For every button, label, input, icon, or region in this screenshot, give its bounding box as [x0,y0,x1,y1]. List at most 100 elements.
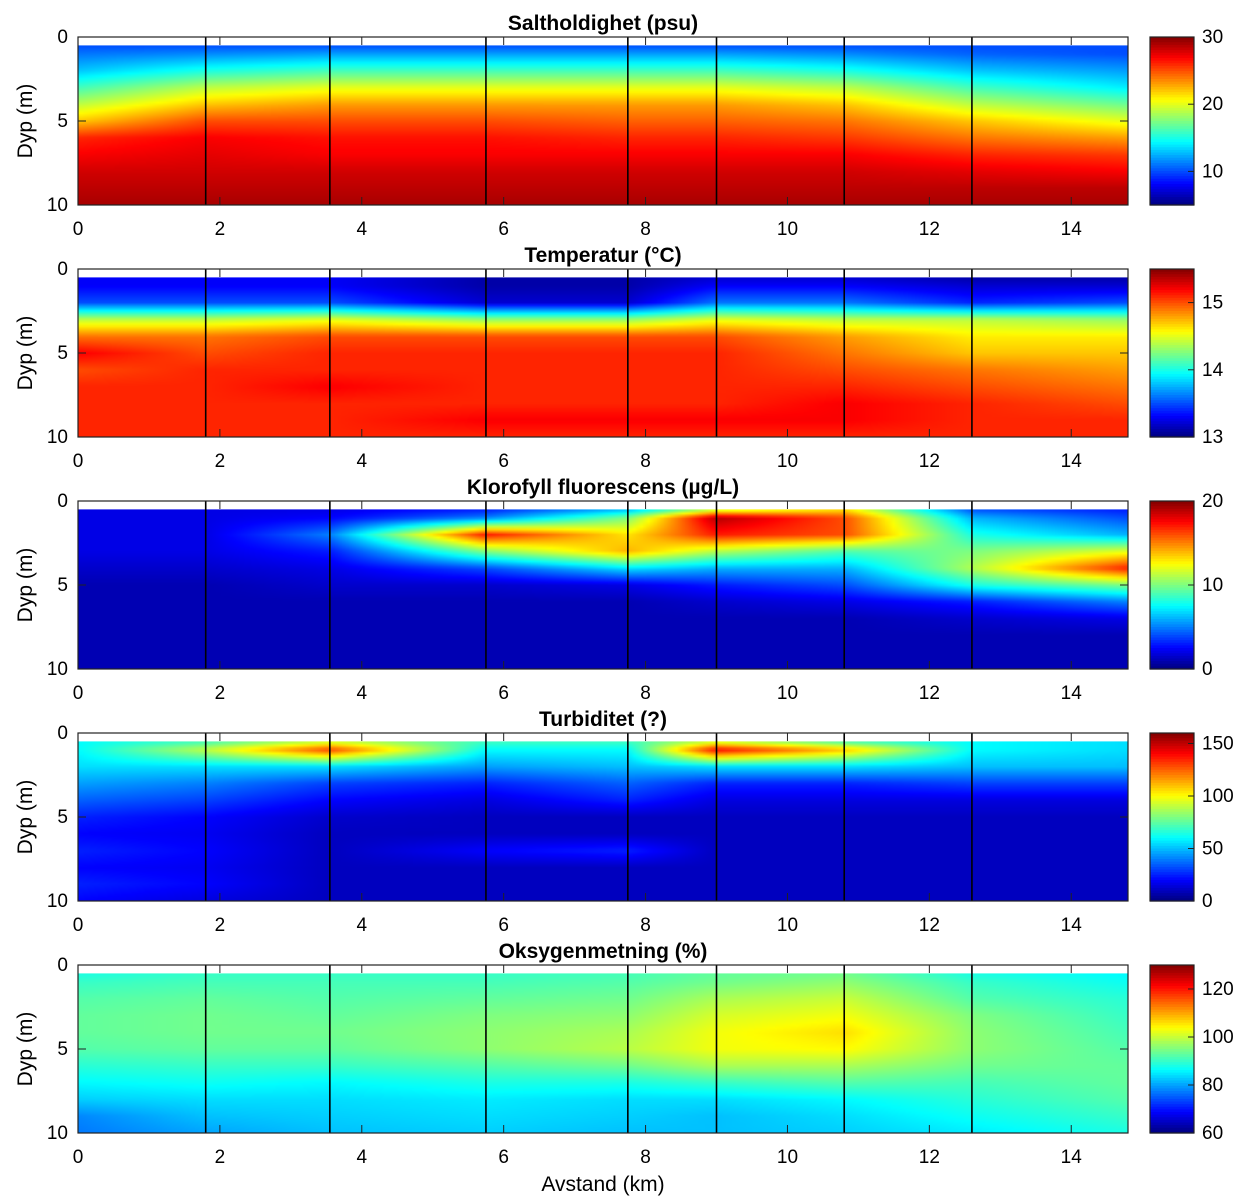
colorbar-segment [1150,1035,1194,1040]
colorbar-segment [1150,155,1194,159]
colorbar-tick-label: 120 [1202,979,1234,1000]
colorbar-segment [1150,1030,1194,1034]
colorbar-segment [1150,1062,1194,1066]
colorbar-segment [1150,838,1194,842]
colorbar-segment [1150,764,1194,768]
colorbar-tick-label: 13 [1202,427,1223,448]
colorbar-segment [1150,165,1194,169]
colorbar-segment [1150,577,1194,581]
colorbar-segment [1150,798,1194,802]
colorbar-segment [1150,746,1194,750]
x-tick-label: 4 [356,451,367,472]
colorbar-segment [1150,408,1194,412]
x-tick-label: 2 [215,915,226,936]
colorbar-segment [1150,313,1194,317]
colorbar-segment [1150,360,1194,365]
x-tick-label: 12 [919,451,940,472]
colorbar-segment [1150,384,1194,388]
colorbar-segment [1150,163,1194,167]
x-tick-label: 14 [1061,683,1083,704]
colorbar-segment [1150,529,1194,534]
colorbar-tick-label: 20 [1202,94,1223,115]
colorbar-segment [1150,63,1194,67]
colorbar-segment [1150,545,1194,549]
colorbar-segment [1150,1093,1194,1097]
colorbar-segment [1150,1088,1194,1092]
colorbar-segment [1150,410,1194,414]
colorbar-segment [1150,796,1194,800]
colorbar-segment [1150,269,1194,273]
y-tick-label: 5 [57,575,68,596]
colorbar-segment [1150,793,1194,797]
colorbar-segment [1150,191,1194,196]
colorbar-segment [1150,780,1194,784]
colorbar-segment [1150,890,1194,894]
colorbar-tick-label: 0 [1202,659,1213,680]
colorbar-segment [1150,653,1194,657]
colorbar-segment [1150,788,1194,792]
colorbar-segment [1150,329,1194,333]
heatmap-field [78,509,1128,669]
colorbar-segment [1150,621,1194,625]
colorbar-segment [1150,144,1194,148]
colorbar-segment [1150,326,1194,330]
colorbar-segment [1150,345,1194,349]
colorbar-segment [1150,94,1194,98]
colorbar-segment [1150,105,1194,109]
colorbar-segment [1150,645,1194,649]
colorbar-segment [1150,548,1194,552]
colorbar-segment [1150,318,1194,323]
colorbar-segment [1150,271,1194,275]
colorbar-segment [1150,199,1194,203]
colorbar-segment [1150,1112,1194,1116]
colorbar-segment [1150,535,1194,539]
x-tick-label: 0 [73,451,84,472]
colorbar-segment [1150,986,1194,990]
panel-5: 0 2 4 6 8 10 12 14 0 5 10 Oksygenmetning (%) Dyp (m)… [14,940,1234,1196]
colorbar-segment [1150,566,1194,570]
colorbar-segment [1150,522,1194,526]
y-tick-label: 5 [57,1039,68,1060]
colorbar-segment [1150,321,1194,325]
panel-3: 0 2 4 6 8 10 12 14 0 5 10 Klorofyll fluorescens (µg… [14,476,1223,704]
colorbar-segment [1150,877,1194,881]
colorbar-segment [1150,113,1194,117]
colorbar-segment [1150,60,1194,64]
colorbar-segment [1150,887,1194,892]
colorbar-segment [1150,895,1194,899]
y-axis-label: Dyp (m) [14,548,37,623]
colorbar-segment [1150,835,1194,839]
colorbar-segment [1150,58,1194,62]
colorbar: 0 50 100 150 [1149,732,1234,912]
colorbar-segment [1150,751,1194,755]
colorbar-segment [1150,1051,1194,1055]
colorbar-segment [1150,1117,1194,1121]
colorbar-segment [1150,1083,1194,1087]
colorbar-segment [1150,840,1194,844]
colorbar-segment [1150,856,1194,860]
colorbar-segment [1150,276,1194,281]
colorbar-segment [1150,389,1194,393]
colorbar-tick-label: 100 [1202,1027,1234,1048]
colorbar-segment [1150,777,1194,781]
colorbar-segment [1150,290,1194,294]
colorbar-segment [1150,585,1194,589]
colorbar-segment [1150,893,1194,897]
colorbar-segment [1150,429,1194,433]
x-tick-label: 6 [498,1147,509,1168]
colorbar-frame [1149,732,1195,902]
colorbar-segment [1150,337,1194,341]
colorbar-segment [1150,543,1194,547]
colorbar-segment [1150,1041,1194,1045]
colorbar-segment [1150,426,1194,430]
colorbar-segment [1150,397,1194,401]
colorbar-segment [1150,1122,1194,1126]
colorbar-segment [1150,817,1194,821]
colorbar-segment [1150,173,1194,177]
colorbar-segment [1150,311,1194,315]
colorbar-segment [1150,970,1194,974]
colorbar-segment [1150,999,1194,1003]
colorbar-segment [1150,1098,1194,1103]
colorbar-segment [1150,629,1194,633]
